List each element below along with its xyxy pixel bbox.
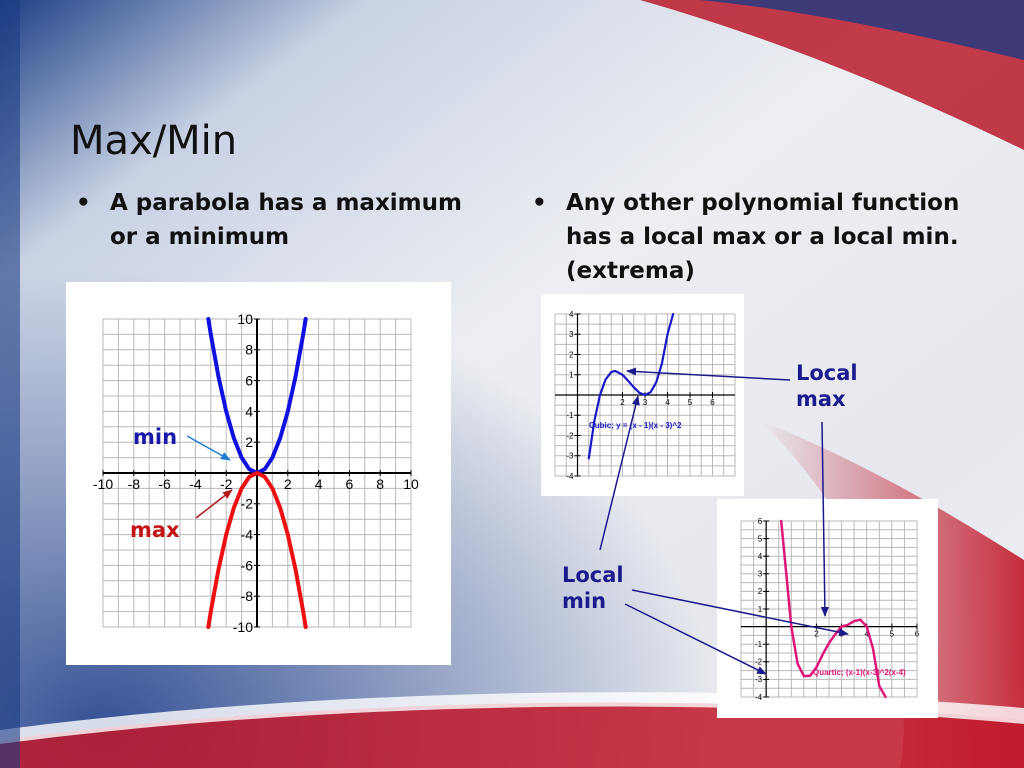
x-tick-label: 4 xyxy=(315,476,323,492)
x-tick-label: 10 xyxy=(403,476,419,492)
x-tick-label: 2 xyxy=(620,398,625,407)
y-tick-label: -2 xyxy=(566,431,574,440)
cubic-graph-svg: 2 3 4 5 6 -4 -3 -2 -1 1 2 3 4 Cubic; y = (x - 1)(x - … xyxy=(554,310,736,481)
x-tick-label: 8 xyxy=(376,476,384,492)
x-tick-label: -4 xyxy=(189,476,202,492)
x-tick-label: 5 xyxy=(688,398,693,407)
x-tick-label: 2 xyxy=(814,630,819,639)
x-tick-label: -6 xyxy=(158,476,171,492)
x-tick-label: 4 xyxy=(665,398,670,407)
y-tick-label: 4 xyxy=(569,310,574,319)
y-tick-label: 1 xyxy=(758,605,763,614)
x-tick-label: -2 xyxy=(220,476,233,492)
y-tick-label: -2 xyxy=(755,658,763,667)
series-line-1 xyxy=(587,312,675,460)
y-tick-label: 8 xyxy=(245,342,253,358)
parabola-graph: -10 -8 -6 -4 -2 2 4 6 8 10 -10 -8 -6 -4 -2 2 4 6 8 10 xyxy=(66,282,451,665)
y-tick-label: 10 xyxy=(237,311,253,327)
y-tick-label: 5 xyxy=(758,534,763,543)
y-tick-label: -3 xyxy=(566,452,574,461)
y-tick-label: -4 xyxy=(755,693,763,702)
bullet-dot: • xyxy=(76,190,91,216)
y-tick-label: 2 xyxy=(569,350,574,359)
x-tick-label: -8 xyxy=(128,476,141,492)
series-line-2 xyxy=(206,471,308,629)
local-max-label: Local max xyxy=(796,361,858,411)
x-tick-label: 6 xyxy=(915,630,920,639)
y-tick-label: -6 xyxy=(241,557,254,573)
y-tick-label: 4 xyxy=(245,403,253,419)
y-tick-label: 2 xyxy=(758,587,763,596)
bullet-parabola: • A parabola has a maximum or a minimum xyxy=(76,186,470,254)
flag-stripe-red-bottom xyxy=(0,702,1024,768)
y-tick-label: -2 xyxy=(241,496,254,512)
min-label: min xyxy=(133,425,178,449)
x-tick-label: 6 xyxy=(346,476,354,492)
y-tick-label: -4 xyxy=(241,527,254,543)
x-tick-label: -10 xyxy=(93,476,113,492)
x-tick-label: 6 xyxy=(710,398,715,407)
y-tick-label: -10 xyxy=(233,619,253,635)
quartic-graph: 2 3 4 5 6 -4 -3 -2 -1 1 2 3 4 5 6 Quartic; (x-1)(x-3)^2… xyxy=(717,499,938,718)
function-annotation: Quartic; (x-1)(x-3)^2(x-4) xyxy=(813,668,906,677)
y-tick-label: 3 xyxy=(758,570,763,579)
y-tick-label: 6 xyxy=(758,517,763,526)
y-tick-label: -3 xyxy=(755,675,763,684)
max-label: max xyxy=(130,518,180,542)
x-tick-label: 3 xyxy=(839,630,844,639)
y-tick-label: -1 xyxy=(755,640,763,649)
bullet-polynomial: • Any other polynomial function has a lo… xyxy=(532,186,986,288)
x-tick-label: 5 xyxy=(890,630,895,639)
bullet-dot: • xyxy=(532,190,547,216)
bullet-text: Any other polynomial function has a loca… xyxy=(566,190,960,284)
cubic-graph: 2 3 4 5 6 -4 -3 -2 -1 1 2 3 4 Cubic; y = (x - 1)(x - … xyxy=(541,294,744,496)
y-tick-label: -4 xyxy=(566,472,574,481)
local-min-label: Local min xyxy=(562,563,624,613)
slide-title: Max/Min xyxy=(70,118,238,164)
x-tick-label: 3 xyxy=(643,398,648,407)
y-tick-label: 4 xyxy=(758,552,763,561)
quartic-graph-svg: 2 3 4 5 6 -4 -3 -2 -1 1 2 3 4 5 6 Quartic; (x-1)(x-3)^2… xyxy=(740,517,920,702)
parabola-graph-svg: -10 -8 -6 -4 -2 2 4 6 8 10 -10 -8 -6 -4 -2 2 4 6 8 10 xyxy=(93,311,419,635)
y-tick-label: 3 xyxy=(569,330,574,339)
series-line-1 xyxy=(779,519,887,699)
x-tick-label: 2 xyxy=(284,476,292,492)
y-tick-label: -8 xyxy=(241,588,254,604)
y-tick-label: 6 xyxy=(245,373,253,389)
flag-stripe-blue-top xyxy=(700,0,1024,60)
y-tick-label: -1 xyxy=(566,411,574,420)
background-left-edge xyxy=(0,0,20,768)
bullet-text: A parabola has a maximum or a minimum xyxy=(110,190,462,250)
function-annotation: Cubic; y = (x - 1)(x - 3)^2 xyxy=(589,421,682,430)
x-tick-label: 4 xyxy=(864,630,869,639)
y-tick-label: 2 xyxy=(245,434,253,450)
y-tick-label: 1 xyxy=(569,371,574,380)
